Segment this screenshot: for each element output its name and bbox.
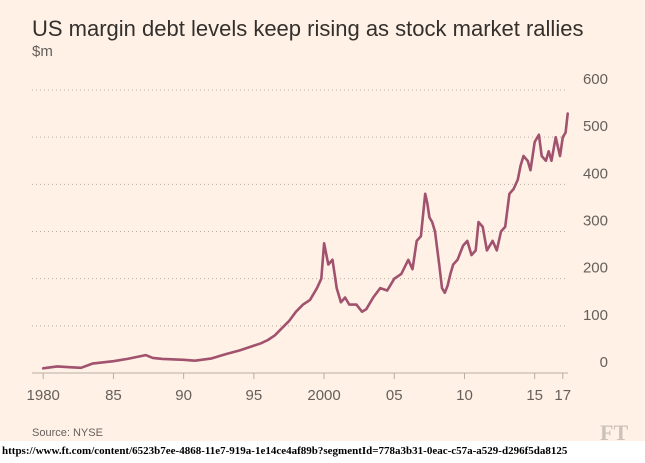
x-tick-label: 15 <box>526 387 543 404</box>
y-tick-label: 0 <box>600 354 608 371</box>
x-tick-label: 05 <box>386 387 403 404</box>
x-tick-label: 85 <box>105 387 122 404</box>
x-tick-label: 1980 <box>27 387 60 404</box>
source-note: Source: NYSE <box>32 427 103 439</box>
ft-logo: FT <box>600 420 629 445</box>
y-tick-label: 600 <box>583 71 608 88</box>
x-tick-label: 2000 <box>307 387 340 404</box>
unit-label: $m <box>32 43 53 60</box>
y-tick-label: 500 <box>583 118 608 135</box>
y-tick-label: 400 <box>583 165 608 182</box>
x-tick-label: 95 <box>246 387 263 404</box>
y-tick-label: 200 <box>583 260 608 277</box>
y-tick-label: 100 <box>583 307 608 324</box>
chart-panel <box>0 0 645 441</box>
chart-title: US margin debt levels keep rising as sto… <box>32 16 584 41</box>
series-line <box>41 112 569 370</box>
x-tick-label: 90 <box>175 387 192 404</box>
line-chart: 0 100 200 300 400 500 600 1980 85 90 95 2000 05 10 15… <box>27 71 608 404</box>
x-tick-label: 10 <box>456 387 473 404</box>
x-tick-label: 17 <box>554 387 571 404</box>
y-tick-label: 300 <box>583 213 608 230</box>
source-url: https://www.ft.com/content/6523b7ee-4868… <box>2 445 568 457</box>
